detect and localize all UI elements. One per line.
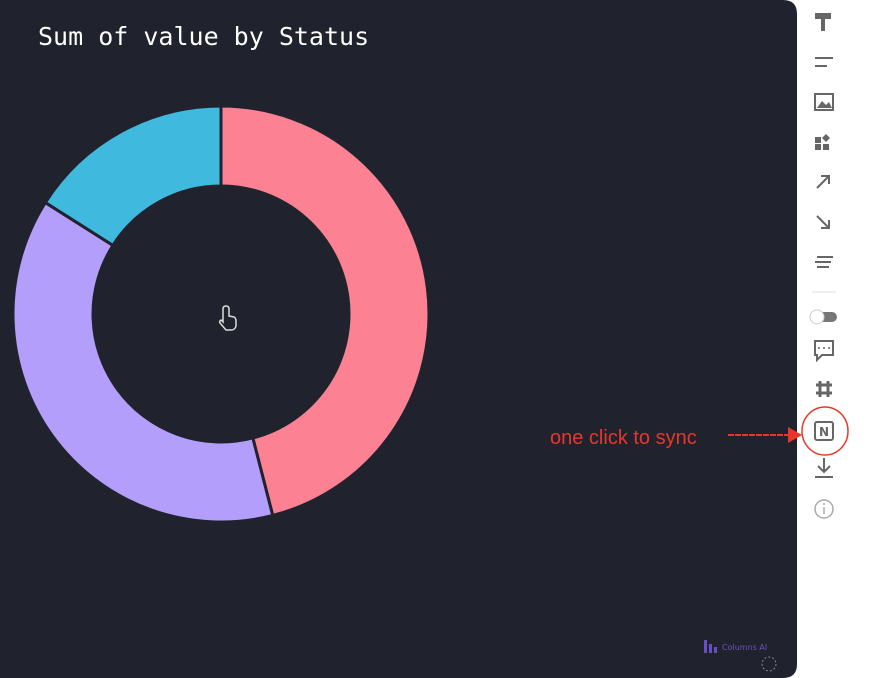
donut-slice — [219, 104, 431, 517]
donut-slice — [43, 104, 223, 247]
watermark-text: Columns AI — [722, 643, 767, 652]
image-icon[interactable] — [814, 93, 834, 111]
annotation-text: one click to sync — [550, 427, 697, 449]
download-icon[interactable] — [815, 458, 833, 478]
donut — [11, 104, 431, 524]
chart-title: Sum of value by Status — [38, 22, 369, 51]
text-icon[interactable] — [815, 256, 833, 268]
widget-icon[interactable] — [815, 134, 830, 150]
title-icon[interactable] — [815, 57, 833, 67]
annotation: one click to sync — [550, 406, 849, 456]
donut-slice — [11, 201, 275, 524]
notion-icon[interactable]: N — [814, 421, 834, 441]
export-icon[interactable] — [816, 215, 830, 229]
toolbar: N — [809, 13, 837, 519]
slack-icon[interactable] — [816, 381, 832, 397]
info-icon[interactable] — [814, 499, 834, 519]
watermark: Columns AI — [704, 640, 777, 672]
svg-text:N: N — [819, 425, 829, 439]
open-icon[interactable] — [816, 175, 830, 189]
comment-icon[interactable] — [814, 340, 834, 363]
toggle[interactable] — [809, 309, 837, 325]
cursor-icon — [218, 305, 237, 331]
format-icon[interactable] — [815, 13, 831, 31]
